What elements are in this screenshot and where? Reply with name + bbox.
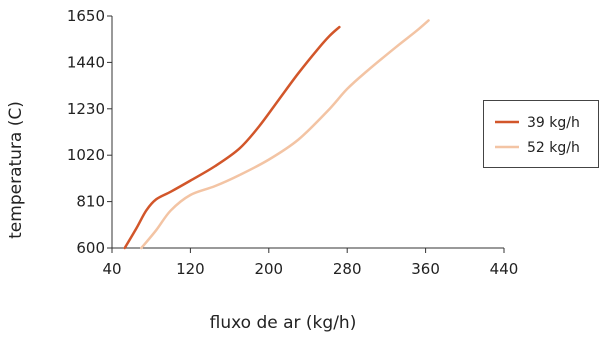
y-tick-label: 1230: [67, 100, 105, 118]
y-axis-title: temperatura (C): [6, 101, 26, 239]
x-tick-label: 40: [102, 260, 121, 278]
x-axis-title: fluxo de ar (kg/h): [210, 313, 357, 333]
y-tick-label: 1020: [67, 146, 105, 164]
y-tick-label: 1440: [67, 53, 105, 71]
x-tick-label: 200: [254, 260, 283, 278]
series-layer: [123, 19, 430, 250]
x-tick-label: 360: [411, 260, 440, 278]
chart-axes: 600 810 1020 1230 1440 1650 40 120 200 280 360 440: [67, 7, 519, 278]
legend-box: [483, 100, 599, 168]
legend-label-1: 39 kg/h: [527, 115, 580, 131]
y-tick-label: 600: [76, 239, 105, 257]
series-line-1: [123, 25, 341, 250]
x-tick-label: 120: [176, 260, 205, 278]
legend: 39 kg/h 52 kg/h: [483, 100, 599, 168]
x-tick-label: 280: [333, 260, 362, 278]
y-tick-label: 810: [76, 193, 105, 211]
y-tick-label: 1650: [67, 7, 105, 25]
series-line-2: [140, 19, 430, 250]
x-tick-label: 440: [490, 260, 519, 278]
legend-label-2: 52 kg/h: [527, 140, 580, 156]
